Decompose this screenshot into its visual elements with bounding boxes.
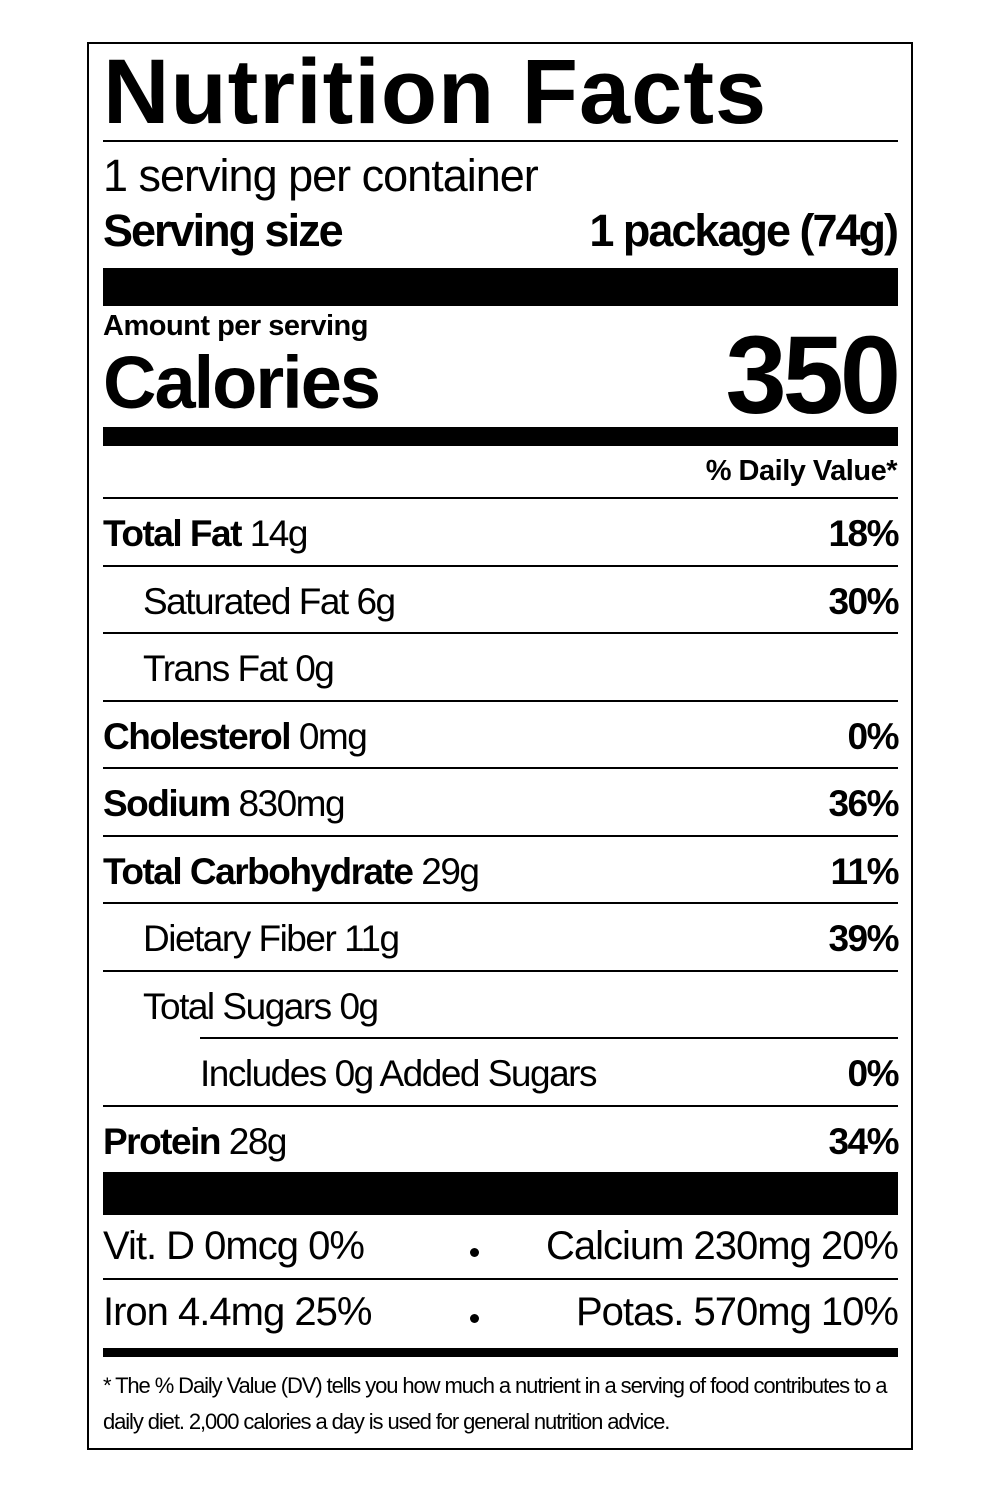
medium-bar <box>103 427 898 446</box>
nutrient-dv: 39% <box>828 918 899 959</box>
nutrient: Total Sugars 0g <box>143 986 379 1028</box>
nutrient-name: Sodium <box>103 783 231 824</box>
bullet <box>470 1314 479 1323</box>
amount-label: Amount per serving <box>103 310 368 342</box>
micro-right: Potas. 570mg 10% <box>576 1290 899 1334</box>
nutrient-row: Total Fat 14g 18% <box>103 497 899 565</box>
nutrient-dv: 36% <box>828 783 899 824</box>
nutrient: Cholesterol 0mg <box>103 716 368 758</box>
micro-left: Iron 4.4mg 25% <box>103 1290 372 1334</box>
nutrient-amount: 29g <box>421 851 480 892</box>
nutrient-amount: 0g <box>295 648 335 689</box>
nutrient-row: Cholesterol 0mg 0% <box>103 700 900 768</box>
serving-size-value: 1 package (74g) <box>589 205 899 256</box>
nutrient-name: Cholesterol <box>103 716 292 757</box>
nutrient-dv: 30% <box>828 581 899 622</box>
servings: 1 serving per container <box>103 150 539 201</box>
nutrient-row: Protein 28g 34% <box>103 1105 899 1173</box>
footnote: * The % Daily Value (DV) tells you how m… <box>103 1373 887 1434</box>
micro-right: Calcium 230mg 20% <box>545 1224 899 1268</box>
thick-bar <box>103 268 898 306</box>
medium-bar <box>103 1348 898 1357</box>
nutrient-name: Includes 0g Added Sugars <box>200 1053 598 1094</box>
nutrient-dv: 18% <box>828 513 899 554</box>
nutrient-amount: 28g <box>228 1121 288 1162</box>
nutrient-name: Protein <box>103 1121 221 1162</box>
nutrient-name: Saturated Fat <box>143 581 349 622</box>
nutrient-amount: 6g <box>356 581 396 622</box>
nutrient-name: Total Carbohydrate <box>103 851 414 892</box>
nutrient-amount: 0g <box>339 986 379 1027</box>
nutrient-row: Trans Fat 0g <box>103 632 898 700</box>
nutrient-dv: 34% <box>828 1121 899 1162</box>
divider <box>103 140 898 142</box>
nutrient-dv: 0% <box>847 716 900 757</box>
nutrient: Total Fat 14g <box>103 513 309 555</box>
thick-bar <box>103 1172 898 1215</box>
nutrient-dv: 11% <box>830 851 899 892</box>
title: Nutrition Facts <box>103 41 768 143</box>
micro-left: Vit. D 0mcg 0% <box>103 1224 365 1268</box>
nutrient-row: Saturated Fat 6g 30% <box>103 565 899 633</box>
nutrient: Dietary Fiber 11g <box>143 918 400 960</box>
label-frame <box>87 42 913 1450</box>
nutrient: Saturated Fat 6g <box>143 581 396 623</box>
nutrient-dv: 0% <box>847 1053 900 1094</box>
nutrient-name: Dietary Fiber <box>143 918 337 959</box>
nutrient-row: Total Sugars 0g <box>103 970 898 1038</box>
nutrient: Total Carbohydrate 29g <box>103 851 480 893</box>
divider <box>103 1278 898 1280</box>
nutrient-amount: 830mg <box>238 783 345 824</box>
nutrient: Trans Fat 0g <box>143 648 335 690</box>
calories-label: Calories <box>103 341 381 424</box>
nutrient-row: Total Carbohydrate 29g 11% <box>103 835 899 903</box>
nutrient: Protein 28g <box>103 1121 288 1163</box>
nutrient-name: Total Fat <box>103 513 242 554</box>
micro-row: Vit. D 0mcg 0% Calcium 230mg 20% <box>103 1214 899 1278</box>
nutrient: Sodium 830mg <box>103 783 346 825</box>
nutrient-name: Total Sugars <box>143 986 332 1027</box>
serving-size-label: Serving size <box>103 205 344 256</box>
bullet <box>470 1248 479 1257</box>
nutrient-amount: 14g <box>249 513 309 554</box>
calories-value: 350 <box>725 314 901 437</box>
nutrient-amount: 0mg <box>298 716 368 757</box>
nutrient-row: Dietary Fiber 11g 39% <box>103 902 899 970</box>
nutrient-name: Trans Fat <box>143 648 288 689</box>
dv-header: % Daily Value* <box>705 455 898 487</box>
nutrient-row: Sodium 830mg 36% <box>103 767 899 835</box>
micro-row: Iron 4.4mg 25% Potas. 570mg 10% <box>103 1280 899 1344</box>
nutrient-amount: 11g <box>344 918 400 959</box>
nutrient-row: Includes 0g Added Sugars 0% <box>200 1037 900 1105</box>
